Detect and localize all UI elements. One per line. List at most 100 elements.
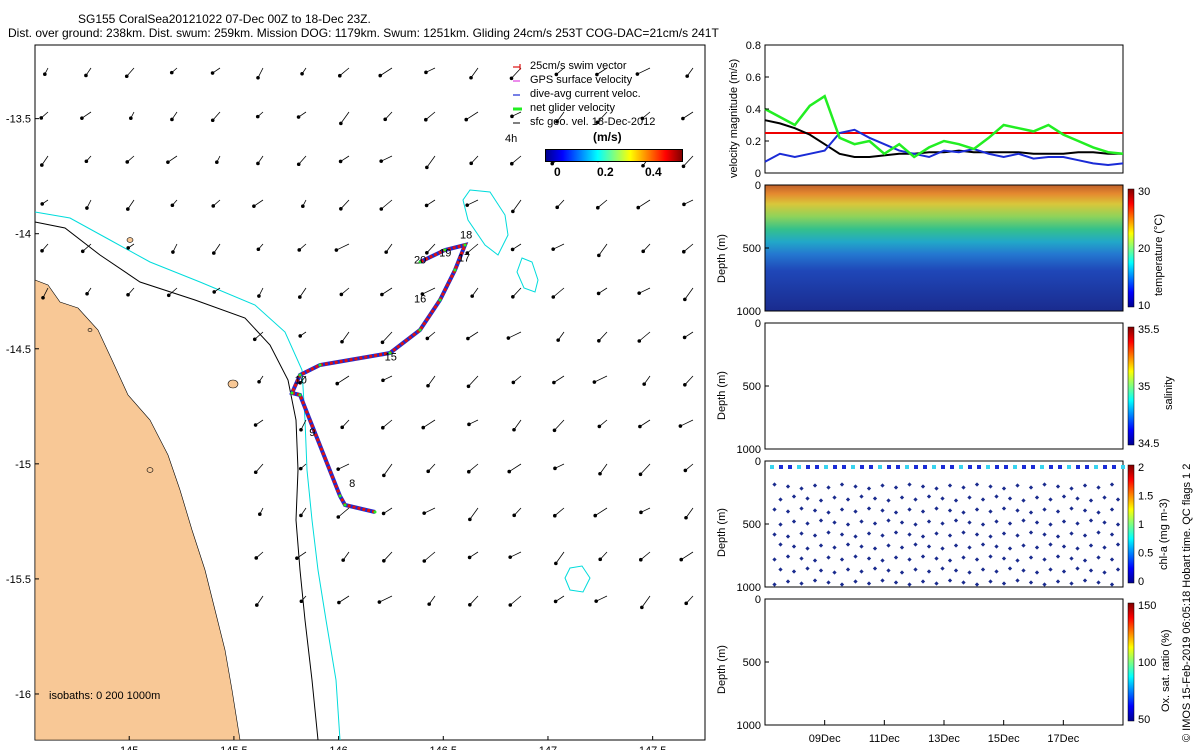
sfc-velocity-arrow-head (678, 424, 683, 428)
sfc-velocity-arrow (556, 111, 565, 122)
chla-point (1096, 485, 1101, 490)
sfc-velocity-arrow (341, 331, 350, 342)
sfc-velocity-arrow (640, 551, 651, 561)
chla-point (974, 532, 980, 537)
sfc-velocity-arrow-head (555, 205, 560, 210)
map-xtick-label: 146.5 (430, 745, 458, 750)
sfc-velocity-arrow (510, 595, 522, 606)
sfc-velocity-arrow-head (170, 117, 174, 122)
chla-surface-point (842, 465, 846, 469)
sfc-velocity-arrow-head (381, 378, 385, 383)
day-label: 15 (385, 351, 397, 363)
sfc-velocity-arrow-head (425, 336, 430, 341)
sfc-velocity-arrow-head (639, 557, 643, 562)
chla-surface-point (1112, 465, 1116, 469)
chla-surface-point (1121, 465, 1125, 469)
chla-point (953, 568, 959, 573)
cbar-tick-label: 2 (1138, 462, 1144, 474)
sfc-velocity-arrow-head (551, 247, 555, 251)
sfc-velocity-arrow (422, 287, 436, 295)
sfc-velocity-arrow-head (507, 469, 512, 474)
sfc-velocity-arrow (510, 551, 522, 558)
chla-point (1034, 520, 1040, 525)
sfc-velocity-arrow (338, 463, 350, 470)
sfc-velocity-arrow-head (424, 117, 428, 122)
sfc-velocity-arrow-head (637, 291, 641, 295)
chla-point (1007, 546, 1013, 551)
sfc-velocity-arrow-head (84, 159, 89, 164)
velocity-ytick-label: 0.4 (746, 104, 761, 116)
sfc-velocity-arrow-head (552, 380, 556, 385)
day-label: 10 (295, 374, 307, 386)
sfc-velocity-arrow (467, 331, 479, 339)
depth-label-temp: Depth (m) (716, 234, 728, 283)
sfc-velocity-arrow-head (384, 250, 388, 254)
sfc-velocity-arrow-head (256, 76, 260, 80)
sfc-velocity-arrow-head (298, 466, 303, 471)
chla-point (899, 495, 905, 500)
sfc-velocity-arrow-head (339, 207, 343, 211)
sfc-velocity-arrow-head (510, 161, 514, 166)
chla-point (920, 554, 926, 559)
chla-point (818, 568, 824, 573)
chla-point (1069, 531, 1074, 536)
chla-point (907, 557, 912, 562)
chla-surface-point (806, 465, 810, 469)
map-xtick-label: 145.5 (220, 745, 248, 750)
sfc-velocity-arrow-head (556, 338, 560, 342)
sfc-velocity-arrow (639, 331, 651, 342)
sfc-velocity-arrow-head (637, 339, 642, 343)
sfc-velocity-arrow (299, 287, 307, 298)
chla-point (826, 530, 831, 535)
legend-item-geo: sfc geo. vel. 18-Dec-2012 (530, 116, 656, 128)
depth-label-oxy: Depth (m) (716, 645, 728, 694)
velocity-ytick-label: 0.8 (746, 40, 761, 52)
chla-point (1021, 568, 1026, 573)
chla-point (1034, 545, 1040, 550)
chla-point (866, 556, 872, 561)
chla-point (907, 482, 912, 487)
map-legend: 25cm/s swim vector GPS surface velocity … (505, 58, 705, 188)
sfc-velocity-arrow-head (84, 73, 88, 78)
chla-point (1048, 542, 1053, 547)
sfc-velocity-arrow (685, 507, 694, 518)
sfc-velocity-arrow-head (464, 117, 469, 122)
chla-point (812, 483, 818, 488)
chla-point (1015, 533, 1020, 538)
chla-point (805, 566, 810, 571)
chla-point (961, 555, 966, 560)
chla-point (880, 483, 885, 488)
chla-surface-point (788, 465, 792, 469)
chla-surface-point (896, 465, 900, 469)
chla-surface-point (941, 465, 945, 469)
chla-point (1075, 546, 1080, 551)
cbar-tick-label: 100 (1138, 657, 1156, 669)
sfc-velocity-arrow (597, 199, 608, 209)
sfc-velocity-arrow-head (509, 76, 514, 81)
sfc-velocity-arrow-head (596, 205, 600, 210)
sfc-velocity-arrow-head (340, 339, 344, 344)
cbar-tick-0: 0 (554, 165, 561, 179)
map-xtick-label: 145 (120, 745, 138, 750)
depth-tick-label: 1000 (737, 582, 761, 594)
chla-point (832, 545, 837, 550)
sfc-velocity-arrow-head (469, 161, 474, 166)
cbar-tick-label: 50 (1138, 714, 1150, 726)
sfc-velocity-arrow-head (420, 292, 425, 296)
chla-point (988, 579, 993, 584)
sfc-velocity-arrow-head (470, 294, 474, 298)
sfc-velocity-arrow-head (594, 599, 598, 603)
sfc-velocity-arrow-head (682, 335, 687, 340)
sfc-velocity-arrow-head (338, 73, 342, 78)
chla-point (853, 484, 858, 489)
depth-tick-label: 1000 (737, 720, 761, 732)
chla-point (880, 533, 885, 538)
sfc-velocity-arrow (469, 507, 479, 520)
chla-surface-point (815, 465, 819, 469)
chla-point (826, 485, 831, 490)
chla-point (845, 567, 851, 572)
chla-point (839, 507, 845, 512)
chla-point (791, 544, 797, 549)
chla-point (1048, 497, 1053, 502)
chla-point (1069, 581, 1074, 586)
